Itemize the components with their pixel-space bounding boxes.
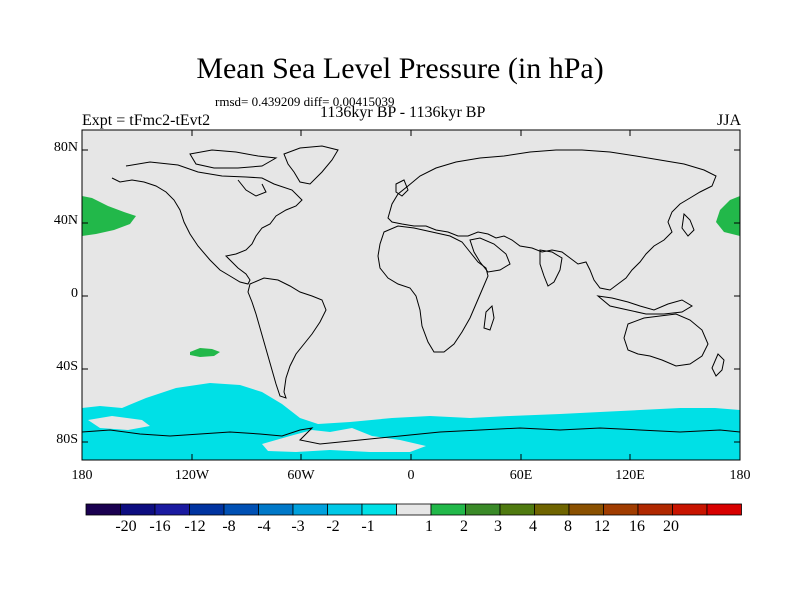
coast-arabia	[469, 237, 511, 273]
coast-greenland	[283, 145, 339, 185]
colorbar-label: -4	[257, 518, 271, 535]
coast-british-isles	[395, 179, 409, 197]
axis-ticks	[81, 130, 741, 460]
colorbar-box	[534, 503, 570, 516]
coast-madagascar	[483, 304, 495, 331]
colorbar-box	[154, 503, 190, 516]
positive-anomaly-south-pacific	[190, 348, 220, 357]
map-title: Mean Sea Level Pressure (in hPa)	[196, 52, 604, 85]
lon-label-120w: 120W	[174, 468, 210, 483]
colorbar-label: 4	[529, 518, 537, 535]
lon-label-60e: 60E	[509, 468, 533, 483]
coast-japan	[681, 212, 695, 237]
lon-label-60w: 60W	[287, 468, 315, 483]
neutral-patch-antarctic	[262, 428, 426, 452]
colorbar-box	[396, 503, 432, 516]
period-text: 1136kyr BP - 1136kyr BP	[320, 104, 486, 121]
colorbar-box	[292, 503, 328, 516]
coast-indonesia	[596, 295, 693, 315]
colorbar-box	[361, 503, 397, 516]
colorbar-label: -8	[222, 518, 236, 535]
colorbar-box	[258, 503, 294, 516]
colorbar-box	[430, 503, 466, 516]
colorbar-label: 16	[629, 518, 645, 535]
coast-india	[539, 249, 563, 287]
colorbar-label: -2	[326, 518, 340, 535]
colorbar-box	[223, 503, 259, 516]
colorbar-box	[120, 503, 156, 516]
lon-label-0: 0	[407, 468, 415, 483]
positive-anomaly-north-pacific-west	[82, 196, 136, 236]
negative-anomaly-southern-ocean	[82, 383, 740, 460]
season-label: JJA	[716, 112, 741, 129]
coastlines	[81, 145, 741, 445]
coast-africa	[377, 225, 489, 353]
colorbar-box	[637, 503, 673, 516]
colorbar-box	[603, 503, 639, 516]
coast-europe-asia	[387, 149, 717, 291]
colorbar-label: -1	[361, 518, 375, 535]
colorbar-box	[706, 503, 742, 516]
colorbar-label: -20	[115, 518, 137, 535]
experiment-label: Expt = tFmc2-tEvt2	[82, 112, 211, 129]
coast-hudson-bay	[237, 179, 267, 197]
lon-label-180w: 180	[71, 468, 93, 483]
coast-antarctica	[81, 427, 741, 445]
colorbar-label: 12	[594, 518, 610, 535]
colorbar-label: -16	[149, 518, 171, 535]
colorbar-box	[672, 503, 708, 516]
colorbar-label: 1	[425, 518, 433, 535]
colorbar-label: -3	[291, 518, 305, 535]
colorbar-box	[568, 503, 604, 516]
colorbar-label: -12	[184, 518, 206, 535]
colorbar-box	[189, 503, 225, 516]
anomaly-patches	[82, 196, 740, 460]
lat-label-80s: 80S	[56, 432, 78, 447]
colorbar-label: 2	[460, 518, 468, 535]
colorbar-label: 3	[494, 518, 502, 535]
coast-arctic-islands	[189, 149, 278, 169]
colorbar-label: 20	[663, 518, 679, 535]
colorbar-label: 8	[564, 518, 572, 535]
colorbar-box	[327, 503, 363, 516]
lon-label-120e: 120E	[615, 468, 645, 483]
coast-australia	[623, 313, 709, 367]
positive-anomaly-north-pacific-east	[716, 196, 740, 236]
colorbar	[85, 503, 742, 516]
coast-new-zealand	[711, 353, 725, 377]
lat-label-40s: 40S	[56, 359, 78, 374]
lat-label-40n: 40N	[53, 213, 78, 228]
lat-label-80n: 80N	[53, 140, 78, 155]
colorbar-box	[85, 503, 121, 516]
lat-label-0: 0	[71, 286, 78, 301]
lon-label-180e: 180	[729, 468, 751, 483]
coast-south-america	[247, 277, 327, 399]
neutral-patch-bellingshausen	[88, 416, 150, 430]
colorbar-box	[465, 503, 501, 516]
stats-text: rmsd= 0.439209 diff= 0.00415039	[215, 94, 395, 109]
colorbar-box	[499, 503, 535, 516]
coast-north-america	[111, 161, 303, 285]
